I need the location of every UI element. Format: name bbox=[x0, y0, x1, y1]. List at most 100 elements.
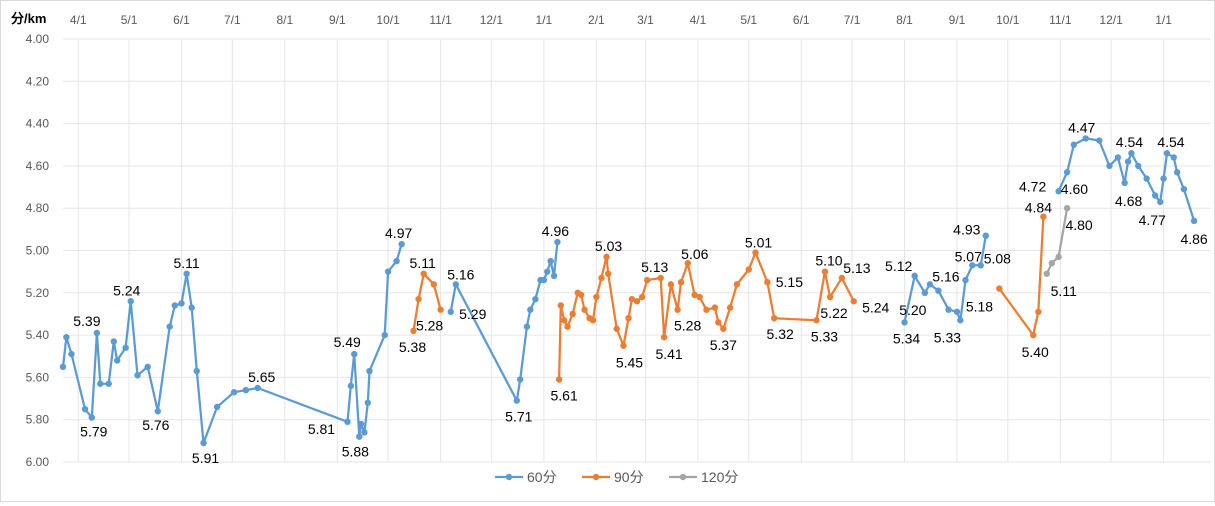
data-point bbox=[628, 295, 636, 303]
data-point bbox=[581, 306, 588, 313]
data-point bbox=[356, 433, 363, 440]
data-point bbox=[415, 295, 422, 303]
data-point bbox=[589, 317, 597, 324]
data-label: 5.76 bbox=[142, 417, 169, 433]
data-point bbox=[1030, 331, 1037, 339]
legend-label-0: 60分 bbox=[527, 469, 557, 485]
data-point bbox=[593, 293, 600, 301]
data-point bbox=[1134, 162, 1142, 170]
data-label: 5.18 bbox=[966, 299, 993, 315]
data-point bbox=[357, 420, 365, 428]
data-label: 5.24 bbox=[862, 299, 889, 315]
data-point bbox=[957, 317, 964, 324]
data-label: 5.16 bbox=[447, 266, 474, 282]
data-point bbox=[598, 274, 605, 282]
data-label: 4.93 bbox=[953, 222, 980, 238]
data-point bbox=[1180, 185, 1188, 193]
data-point bbox=[550, 272, 558, 280]
data-point bbox=[437, 306, 444, 313]
data-label: 4.77 bbox=[1139, 212, 1166, 228]
data-label: 5.33 bbox=[811, 328, 838, 344]
data-point bbox=[113, 357, 121, 364]
data-label: 5.79 bbox=[80, 424, 107, 440]
x-tick-label: 5/1 bbox=[121, 13, 138, 27]
data-point bbox=[657, 274, 664, 282]
data-label: 5.15 bbox=[776, 274, 803, 290]
y-tick-label: 5.80 bbox=[26, 413, 50, 427]
x-tick-label: 8/1 bbox=[896, 13, 913, 27]
data-point bbox=[1160, 175, 1167, 182]
data-point bbox=[733, 281, 741, 288]
data-point bbox=[1063, 205, 1071, 212]
data-point bbox=[81, 405, 89, 413]
legend-marker-1 bbox=[592, 473, 600, 481]
data-label: 5.11 bbox=[1051, 283, 1077, 299]
data-label: 5.10 bbox=[815, 253, 842, 269]
data-point bbox=[953, 308, 961, 316]
data-point bbox=[1163, 150, 1171, 157]
x-tick-label: 1/1 bbox=[1155, 13, 1172, 27]
data-point bbox=[691, 291, 698, 299]
data-point bbox=[97, 380, 104, 387]
data-point bbox=[110, 338, 117, 345]
data-label: 5.81 bbox=[308, 421, 335, 437]
data-label: 5.03 bbox=[595, 238, 622, 254]
x-tick-label: 10/1 bbox=[996, 13, 1020, 27]
data-point bbox=[393, 257, 400, 265]
data-point bbox=[527, 306, 534, 313]
data-point bbox=[1151, 192, 1159, 199]
data-label: 5.61 bbox=[550, 388, 577, 404]
data-label: 4.84 bbox=[1025, 200, 1052, 216]
data-label: 4.54 bbox=[1157, 134, 1184, 150]
data-label: 4.80 bbox=[1065, 217, 1092, 233]
data-point bbox=[230, 389, 238, 396]
data-label: 5.91 bbox=[192, 450, 219, 466]
data-point bbox=[555, 376, 563, 383]
data-point bbox=[63, 334, 70, 341]
data-label: 5.13 bbox=[843, 260, 870, 276]
data-point bbox=[1128, 150, 1135, 157]
x-tick-label: 12/1 bbox=[1099, 13, 1123, 27]
data-point bbox=[188, 304, 195, 311]
data-point bbox=[667, 281, 675, 288]
data-point bbox=[1190, 217, 1198, 225]
data-label: 5.32 bbox=[767, 326, 794, 342]
data-point bbox=[745, 266, 752, 273]
data-point bbox=[361, 429, 368, 436]
data-point bbox=[969, 262, 976, 269]
data-point bbox=[68, 350, 75, 358]
data-point bbox=[1114, 154, 1122, 161]
data-point bbox=[1121, 179, 1128, 187]
x-tick-label: 9/1 bbox=[949, 13, 966, 27]
data-point bbox=[711, 304, 719, 311]
data-label: 5.34 bbox=[893, 330, 920, 346]
legend-label-2: 120分 bbox=[701, 469, 738, 485]
data-label: 5.13 bbox=[641, 259, 668, 275]
data-point bbox=[977, 262, 984, 269]
data-label: 5.11 bbox=[173, 255, 199, 271]
data-point bbox=[1070, 141, 1078, 148]
data-point bbox=[1106, 162, 1113, 170]
data-point bbox=[1173, 169, 1181, 176]
x-tick-label: 1/1 bbox=[536, 13, 553, 27]
data-point bbox=[105, 380, 112, 387]
data-point bbox=[420, 270, 427, 277]
y-tick-label: 5.00 bbox=[26, 244, 50, 258]
data-point bbox=[398, 240, 405, 248]
data-point bbox=[1143, 175, 1150, 182]
y-tick-label: 4.20 bbox=[26, 74, 50, 88]
data-label: 4.60 bbox=[1061, 181, 1088, 197]
data-label: 5.88 bbox=[342, 444, 369, 460]
data-point bbox=[200, 439, 207, 447]
data-point bbox=[381, 331, 388, 339]
data-point bbox=[638, 293, 646, 301]
data-point bbox=[544, 268, 551, 275]
data-point bbox=[605, 270, 612, 277]
data-point bbox=[613, 325, 620, 332]
data-label: 4.54 bbox=[1116, 134, 1143, 150]
x-tick-label: 11/1 bbox=[429, 13, 452, 27]
data-label: 5.39 bbox=[73, 313, 100, 329]
data-point bbox=[696, 293, 703, 301]
data-point bbox=[154, 408, 162, 415]
